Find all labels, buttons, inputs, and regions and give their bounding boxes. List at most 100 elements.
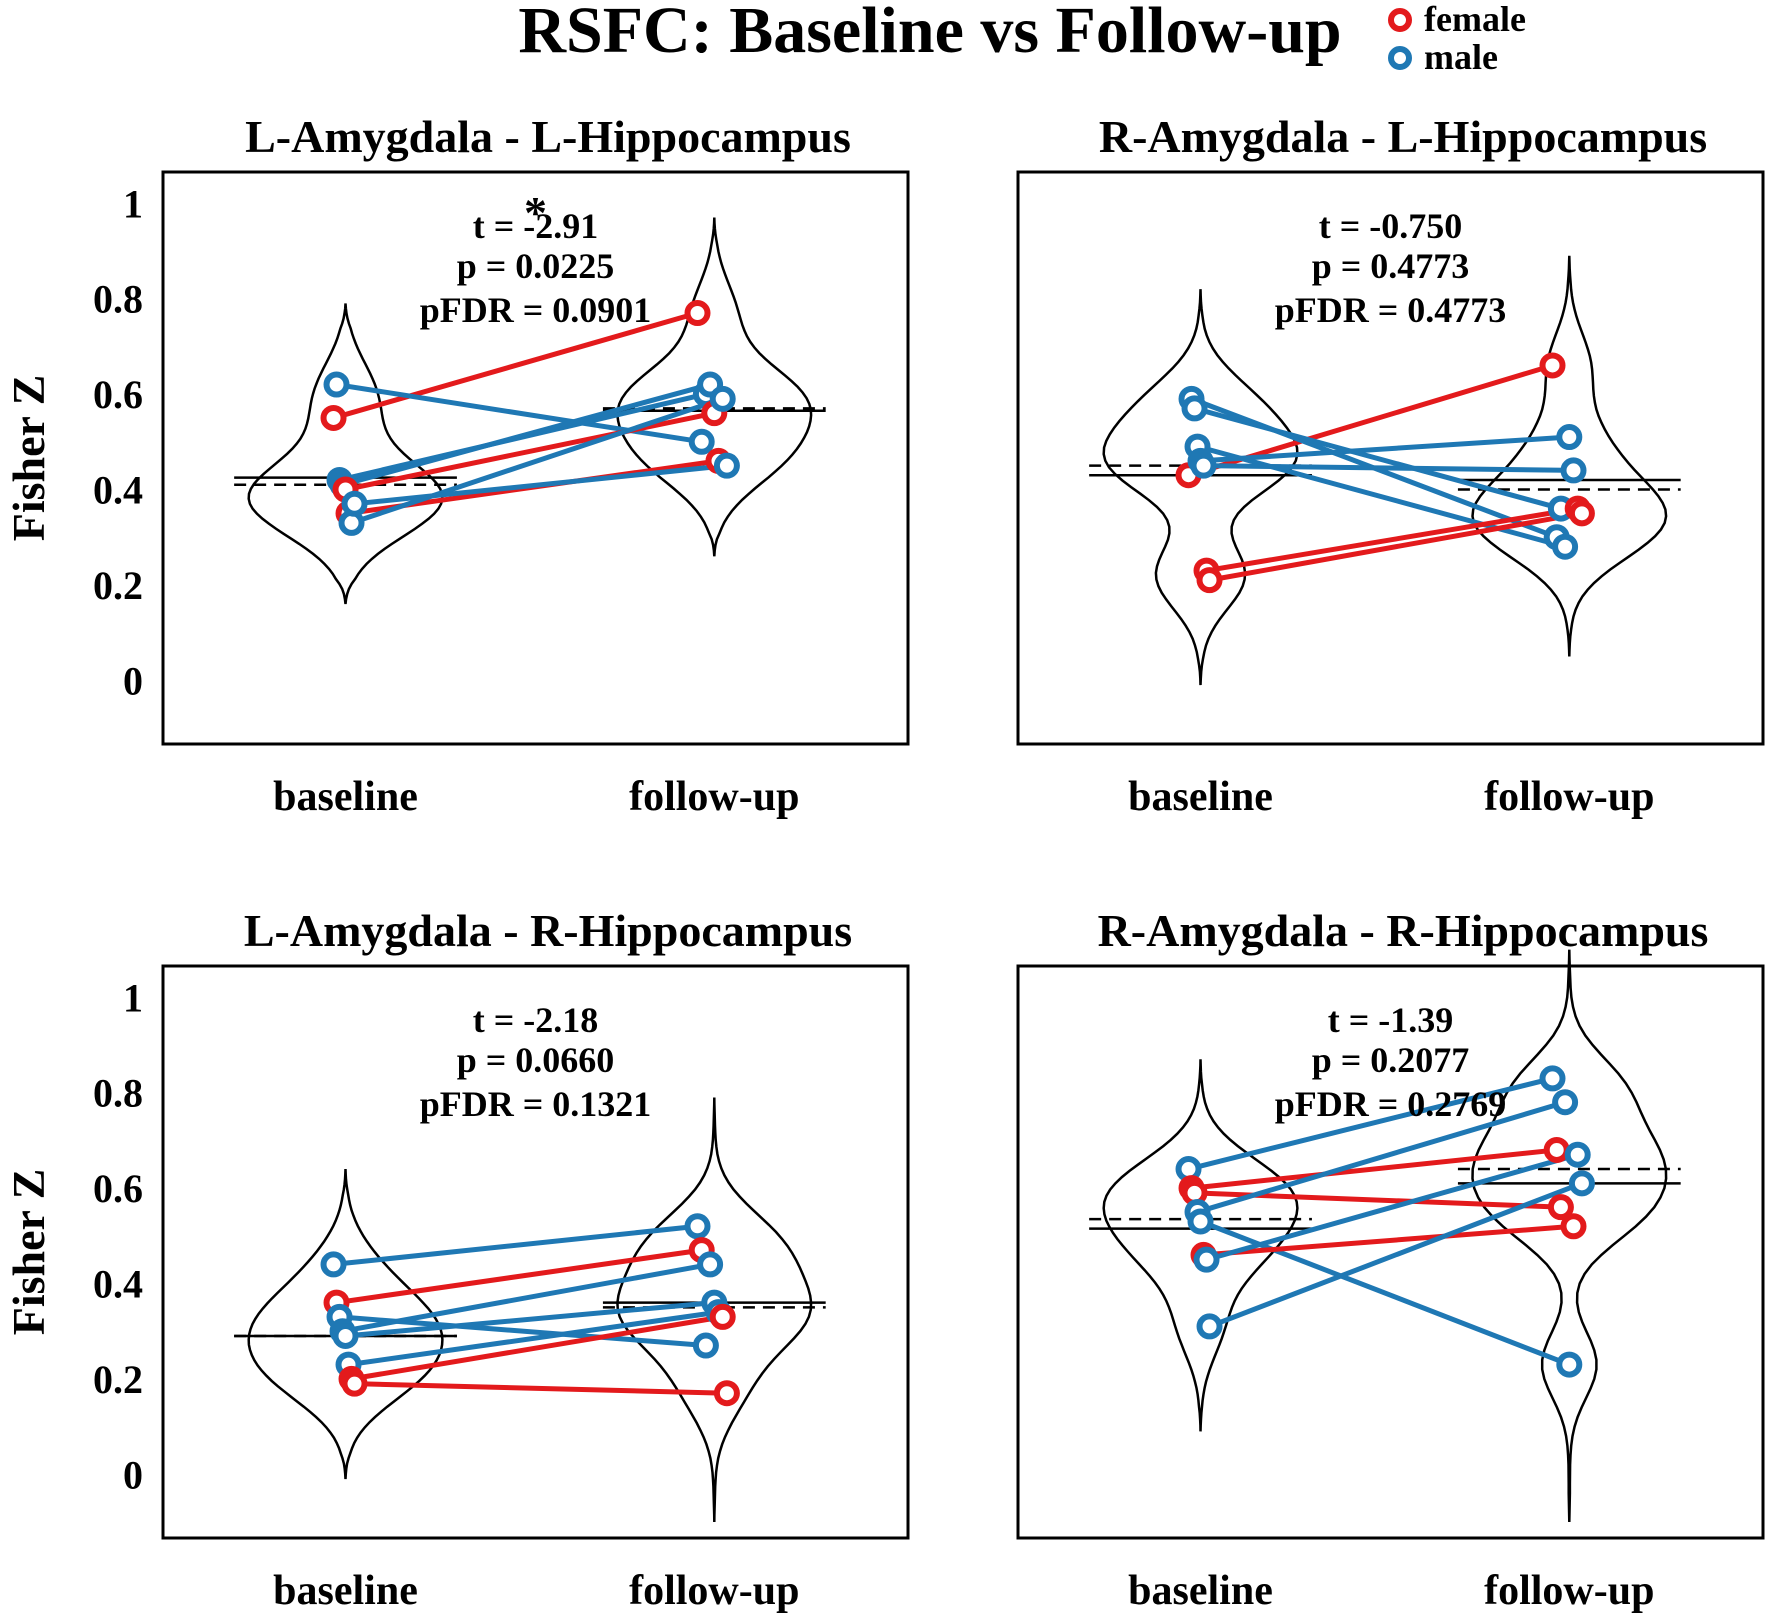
stat-p: p = 0.4773 bbox=[1312, 246, 1470, 286]
stat-p: p = 0.2077 bbox=[1312, 1040, 1470, 1080]
pair-line-male bbox=[1203, 463, 1574, 473]
point-followup-female bbox=[684, 300, 711, 327]
pair-line-male bbox=[1196, 1099, 1566, 1215]
stat-p: p = 0.0660 bbox=[457, 1040, 615, 1080]
point-followup-male bbox=[1556, 424, 1583, 451]
point-followup-male bbox=[1539, 1065, 1566, 1092]
point-followup-male bbox=[713, 452, 740, 479]
legend-label-female: female bbox=[1424, 0, 1526, 39]
point-baseline-male bbox=[1193, 1246, 1220, 1273]
point-baseline-male bbox=[332, 1322, 359, 1349]
point-followup-female bbox=[1560, 1213, 1587, 1240]
violin-follow-up bbox=[1471, 949, 1668, 1523]
pair-line-female bbox=[1203, 1223, 1574, 1258]
legend-marker-male bbox=[1388, 46, 1412, 70]
pair-line-female bbox=[351, 1314, 724, 1382]
legend-marker-female bbox=[1388, 8, 1412, 32]
point-baseline-male bbox=[1190, 452, 1217, 479]
y-tick-label: 0.8 bbox=[93, 277, 143, 322]
y-tick-label: 0.6 bbox=[93, 372, 143, 417]
x-category-label: baseline bbox=[273, 1568, 418, 1614]
point-followup-male bbox=[692, 1332, 719, 1359]
point-followup-male bbox=[1552, 1089, 1579, 1116]
point-followup-female bbox=[1547, 1194, 1574, 1221]
stat-t: t = -2.18 bbox=[473, 1000, 599, 1040]
pair-line-male bbox=[345, 1300, 715, 1339]
pair-line-female bbox=[354, 1381, 727, 1396]
violin-baseline bbox=[1102, 289, 1299, 686]
point-followup-male bbox=[1556, 1351, 1583, 1378]
y-tick-label: 0.4 bbox=[93, 1262, 143, 1307]
point-followup-male bbox=[1560, 457, 1587, 484]
point-followup-female bbox=[1543, 1136, 1570, 1163]
x-category-label: follow-up bbox=[1484, 774, 1654, 820]
pair-line-male bbox=[341, 382, 711, 488]
plot-area bbox=[1016, 964, 1765, 1540]
stat-p: p = 0.0225 bbox=[457, 246, 615, 286]
y-tick-label: 1 bbox=[123, 181, 143, 226]
point-followup-male bbox=[697, 1251, 724, 1278]
pair-line-male bbox=[348, 1309, 719, 1368]
pair-line-male bbox=[1200, 434, 1570, 464]
x-category-label: baseline bbox=[273, 774, 418, 820]
point-followup-female bbox=[713, 1380, 740, 1407]
point-baseline-male bbox=[320, 1251, 347, 1278]
panel-1: L-Amygdala - L-Hippocampus 0 0.2 0.4 0.6 0.8 1… bbox=[3, 111, 910, 820]
pair-line-male bbox=[1187, 1075, 1554, 1172]
point-followup-female bbox=[1539, 352, 1566, 379]
point-baseline-male bbox=[1187, 1208, 1214, 1235]
plot-area bbox=[161, 964, 910, 1540]
point-baseline-male bbox=[1181, 395, 1208, 422]
stat-t: t = -1.39 bbox=[1328, 1000, 1454, 1040]
violin-follow-up bbox=[616, 1097, 813, 1523]
y-tick-label: 0.8 bbox=[93, 1071, 143, 1116]
point-followup-female bbox=[709, 1303, 736, 1330]
pair-line-male bbox=[1205, 1152, 1579, 1263]
violin-baseline bbox=[247, 303, 444, 605]
pair-line-male bbox=[1193, 405, 1562, 511]
y-axis-label: Fisher Z bbox=[3, 375, 54, 542]
pair-line-male bbox=[333, 1223, 698, 1267]
panel-2: R-Amygdala - L-Hippocampus baseline follow… bbox=[1016, 111, 1765, 820]
point-followup-female bbox=[1568, 500, 1595, 527]
pair-line-female bbox=[336, 1247, 703, 1306]
point-baseline-female bbox=[1196, 567, 1223, 594]
stat-pfdr: pFDR = 0.2769 bbox=[1275, 1084, 1507, 1124]
x-category-label: follow-up bbox=[629, 774, 799, 820]
panel-title: R-Amygdala - R-Hippocampus bbox=[1098, 905, 1709, 956]
significance-marker: * bbox=[524, 187, 547, 238]
point-followup-male bbox=[1552, 533, 1579, 560]
legend: female male bbox=[1388, 0, 1526, 77]
y-tick-label: 0 bbox=[123, 1452, 143, 1497]
point-baseline-male bbox=[341, 490, 368, 517]
point-followup-male bbox=[1564, 1141, 1591, 1168]
pair-line-female bbox=[345, 410, 715, 492]
point-followup-male bbox=[709, 385, 736, 412]
pair-line-male bbox=[350, 396, 724, 526]
y-tick-label: 0.4 bbox=[93, 468, 143, 513]
point-baseline-male bbox=[323, 371, 350, 398]
panel-3: L-Amygdala - R-Hippocampus 0 0.2 0.4 0.6 0.8 1… bbox=[3, 905, 910, 1614]
stat-pfdr: pFDR = 0.1321 bbox=[420, 1084, 652, 1124]
y-axis-label: Fisher Z bbox=[3, 1169, 54, 1336]
pair-line-female bbox=[1209, 510, 1583, 583]
x-category-label: baseline bbox=[1128, 1568, 1273, 1614]
point-baseline-female bbox=[341, 1370, 368, 1397]
legend-label-male: male bbox=[1424, 37, 1498, 77]
panel-title: L-Amygdala - L-Hippocampus bbox=[245, 111, 851, 162]
x-category-label: follow-up bbox=[1484, 1568, 1654, 1614]
pair-line-male bbox=[1208, 1180, 1583, 1329]
y-tick-label: 0.6 bbox=[93, 1166, 143, 1211]
y-tick-label: 0 bbox=[123, 658, 143, 703]
pair-line-male bbox=[336, 382, 703, 445]
stat-pfdr: pFDR = 0.0901 bbox=[420, 290, 652, 330]
point-followup-male bbox=[1568, 1170, 1595, 1197]
pair-line-female bbox=[332, 310, 699, 421]
point-followup-male bbox=[688, 428, 715, 455]
panel-title: L-Amygdala - R-Hippocampus bbox=[244, 905, 852, 956]
plot-area bbox=[161, 170, 910, 746]
y-tick-label: 0.2 bbox=[93, 1357, 143, 1402]
pair-line-male bbox=[354, 463, 728, 507]
pair-line-female bbox=[1206, 506, 1579, 574]
